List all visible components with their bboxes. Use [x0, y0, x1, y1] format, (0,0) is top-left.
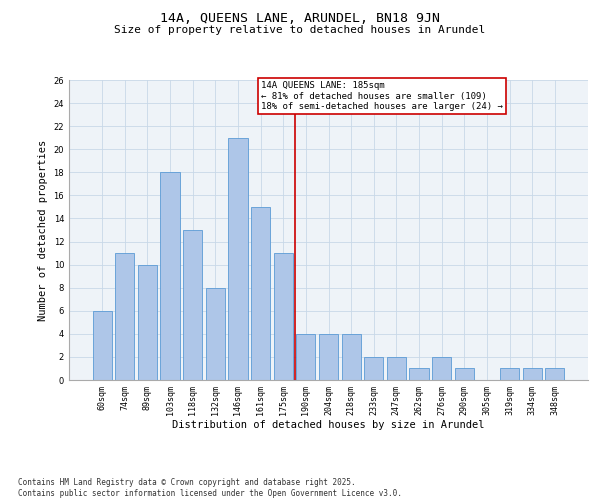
Bar	[545, 368, 565, 380]
Bar	[319, 334, 338, 380]
Bar	[341, 334, 361, 380]
Bar	[409, 368, 428, 380]
Bar	[296, 334, 316, 380]
Bar	[229, 138, 248, 380]
Bar	[160, 172, 180, 380]
Bar	[432, 357, 451, 380]
Text: 14A, QUEENS LANE, ARUNDEL, BN18 9JN: 14A, QUEENS LANE, ARUNDEL, BN18 9JN	[160, 12, 440, 26]
Bar	[364, 357, 383, 380]
Bar	[138, 264, 157, 380]
Text: Size of property relative to detached houses in Arundel: Size of property relative to detached ho…	[115, 25, 485, 35]
Bar	[523, 368, 542, 380]
Bar	[115, 253, 134, 380]
Bar	[206, 288, 225, 380]
Bar	[387, 357, 406, 380]
Bar	[455, 368, 474, 380]
Bar	[183, 230, 202, 380]
Bar	[500, 368, 519, 380]
Bar	[274, 253, 293, 380]
Y-axis label: Number of detached properties: Number of detached properties	[38, 140, 48, 320]
Text: 14A QUEENS LANE: 185sqm
← 81% of detached houses are smaller (109)
18% of semi-d: 14A QUEENS LANE: 185sqm ← 81% of detache…	[261, 82, 503, 112]
X-axis label: Distribution of detached houses by size in Arundel: Distribution of detached houses by size …	[172, 420, 485, 430]
Bar	[251, 207, 270, 380]
Text: Contains HM Land Registry data © Crown copyright and database right 2025.
Contai: Contains HM Land Registry data © Crown c…	[18, 478, 402, 498]
Bar	[92, 311, 112, 380]
